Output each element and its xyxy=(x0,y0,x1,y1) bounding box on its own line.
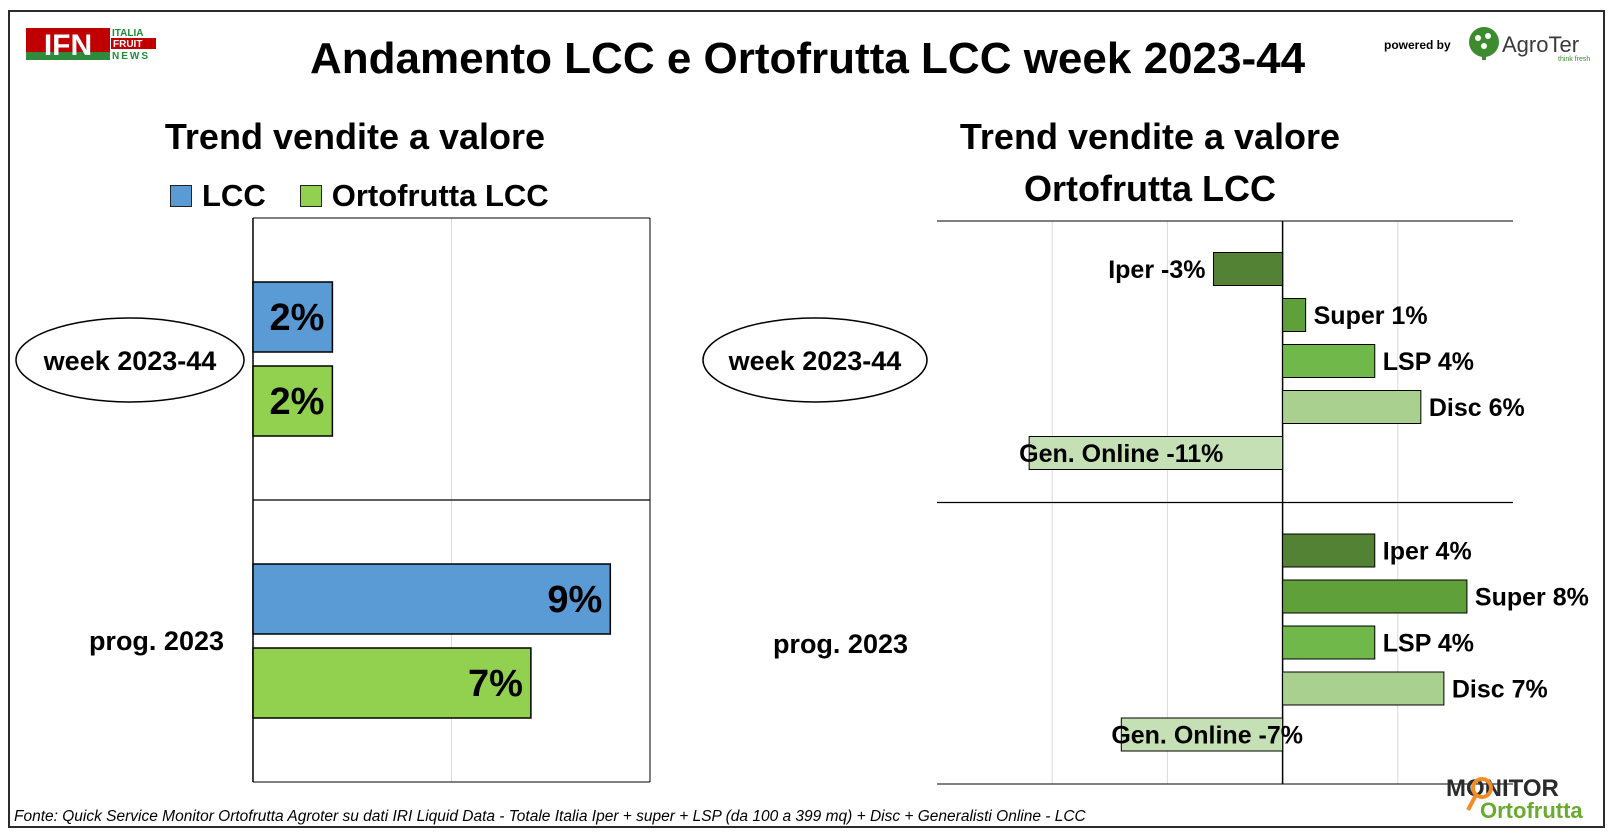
right-bar-label-4-1: Gen. Online -7% xyxy=(1111,722,1303,750)
left-chart-title: Trend vendite a valore xyxy=(164,116,546,157)
main-title: Andamento LCC e Ortofrutta LCC week 2023… xyxy=(309,34,1306,83)
right-chart-title-line2: Ortofrutta LCC xyxy=(1024,168,1276,209)
magnifier-icon xyxy=(1471,777,1493,799)
legend-swatch-lcc xyxy=(170,185,192,207)
right-bar-label-2-0: LSP 4% xyxy=(1383,348,1474,376)
right-bar-1-1 xyxy=(1282,579,1468,614)
left-bar-label-0-0: 2% xyxy=(269,297,324,339)
left-bar-label-0-1: 9% xyxy=(547,579,602,621)
svg-text:FRUIT: FRUIT xyxy=(113,39,142,50)
svg-text:AgroTer: AgroTer xyxy=(1502,32,1579,57)
chart-frame xyxy=(8,10,1605,828)
tree-icon xyxy=(1469,27,1499,57)
left-bar-0-1 xyxy=(252,563,612,635)
right-bar-label-3-1: Disc 7% xyxy=(1452,676,1548,704)
svg-text:IFN: IFN xyxy=(44,29,92,62)
ifn-logo: IFN ITALIA FRUIT NEWS xyxy=(26,26,166,66)
right-bar-0-0 xyxy=(1212,252,1284,286)
right-bar-2-1 xyxy=(1282,625,1376,660)
right-chart-title-line1: Trend vendite a valore xyxy=(959,116,1341,157)
svg-text:ITALIA: ITALIA xyxy=(112,28,143,39)
right-bar-label-3-0: Disc 6% xyxy=(1429,394,1525,422)
left-category-label-0-ellipse xyxy=(15,317,245,403)
right-bar-3-0 xyxy=(1282,390,1422,424)
right-bar-3-1 xyxy=(1282,671,1445,706)
right-bar-1-0 xyxy=(1282,298,1307,332)
legend-swatch-ortofrutta xyxy=(299,185,322,207)
source-note: Fonte: Quick Service Monitor Ortofrutta … xyxy=(14,808,1086,825)
legend-item-lcc: LCC xyxy=(170,178,266,214)
left-bar-1-0 xyxy=(252,365,334,437)
left-chart-legend: LCC Ortofrutta LCC xyxy=(170,178,583,214)
right-bar-label-1-1: Super 8% xyxy=(1475,584,1589,612)
right-category-label-0: week 2023-44 xyxy=(728,346,902,376)
left-category-label-0: week 2023-44 xyxy=(43,346,217,376)
right-bar-label-1-0: Super 1% xyxy=(1314,302,1428,330)
svg-text:think fresh: think fresh xyxy=(1558,56,1590,63)
right-bar-label-2-1: LSP 4% xyxy=(1383,630,1474,658)
right-bar-label-0-1: Iper 4% xyxy=(1383,538,1472,566)
left-bar-label-1-0: 2% xyxy=(269,381,324,423)
legend-label-lcc: LCC xyxy=(202,178,266,213)
legend-label-ortofrutta: Ortofrutta LCC xyxy=(331,178,549,213)
powered-by-label: powered by xyxy=(1384,38,1451,52)
right-bar-2-0 xyxy=(1282,344,1376,378)
right-bar-4-1 xyxy=(1120,717,1284,752)
left-bar-label-1-1: 7% xyxy=(468,663,523,705)
right-bar-label-4-0: Gen. Online -11% xyxy=(1019,440,1223,468)
right-bar-0-1 xyxy=(1282,533,1376,568)
legend-item-ortofrutta: Ortofrutta LCC xyxy=(299,178,549,214)
right-bar-4-0 xyxy=(1028,436,1284,470)
right-category-label-0-ellipse xyxy=(702,317,928,403)
svg-text:MONITOR: MONITOR xyxy=(1446,775,1559,802)
left-category-label-1: prog. 2023 xyxy=(89,626,224,656)
right-bar-label-0-0: Iper -3% xyxy=(1108,256,1205,284)
svg-text:NEWS: NEWS xyxy=(112,51,150,62)
monitor-ortofrutta-logo: MONITOR Ortofrutta xyxy=(1446,772,1606,826)
agroter-logo: AgroTer think fresh xyxy=(1466,24,1598,64)
right-category-label-1: prog. 2023 xyxy=(773,629,908,659)
left-bar-0-0 xyxy=(252,281,334,353)
svg-text:Ortofrutta: Ortofrutta xyxy=(1480,798,1583,823)
left-bar-1-1 xyxy=(252,647,532,719)
